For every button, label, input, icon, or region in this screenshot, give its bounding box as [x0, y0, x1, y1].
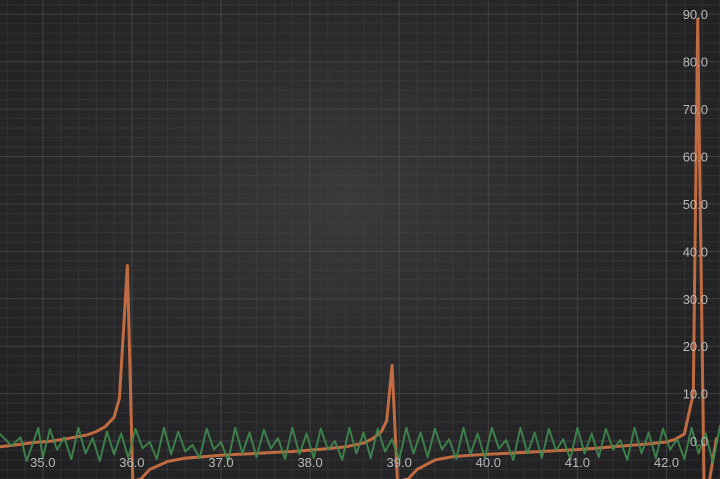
y-tick-label: 50.0: [683, 197, 708, 212]
y-tick-label: 60.0: [683, 150, 708, 165]
y-tick-label: 40.0: [683, 244, 708, 259]
x-tick-label: 39.0: [387, 455, 412, 470]
y-tick-label: 70.0: [683, 102, 708, 117]
y-tick-label: 80.0: [683, 55, 708, 70]
x-tick-label: 42.0: [654, 455, 679, 470]
y-axis-ticks: 0.0 10.0 20.0 30.0 40.0 50.0 60.0 70.0 80.0 90.0: [683, 7, 708, 449]
series-line-2: [0, 424, 720, 464]
x-tick-label: 40.0: [476, 455, 501, 470]
x-tick-label: 38.0: [297, 455, 322, 470]
series-group: [0, 17, 720, 479]
x-tick-label: 41.0: [565, 455, 590, 470]
x-tick-label: 35.0: [30, 455, 55, 470]
y-tick-label: 0.0: [690, 434, 708, 449]
y-tick-label: 30.0: [683, 292, 708, 307]
series-line-1: [0, 17, 718, 479]
x-tick-label: 36.0: [119, 455, 144, 470]
y-tick-label: 20.0: [683, 339, 708, 354]
y-tick-label: 90.0: [683, 7, 708, 22]
x-tick-label: 37.0: [208, 455, 233, 470]
y-tick-label: 10.0: [683, 387, 708, 402]
x-axis-ticks: 35.0 36.0 37.0 38.0 39.0 40.0 41.0 42.0: [30, 455, 679, 470]
